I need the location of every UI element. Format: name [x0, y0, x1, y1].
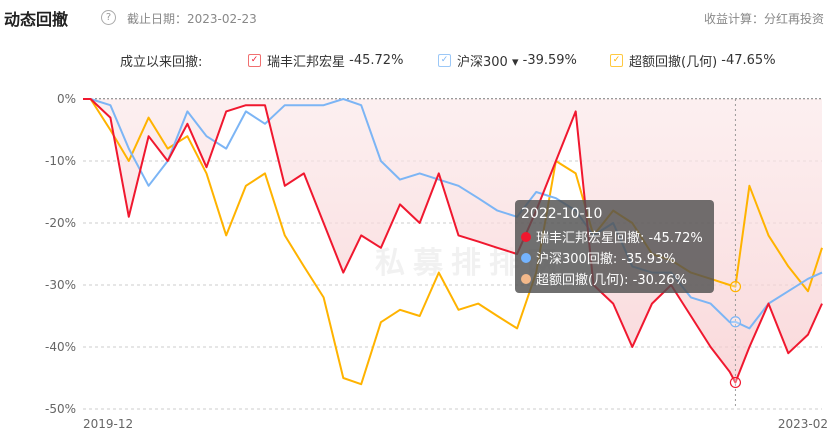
legend-name: 瑞丰汇邦宏星	[267, 55, 346, 70]
tooltip: 2022-10-10 瑞丰汇邦宏星回撤: -45.72% 沪深300回撤: -3…	[515, 200, 714, 293]
legend-value: -45.72%	[349, 53, 404, 68]
legend: 成立以来回撤: ✓ 瑞丰汇邦宏星 -45.72% ✓ 沪深300 ▾ -39.5…	[0, 51, 830, 70]
y-tick-label: -10%	[45, 154, 76, 168]
help-icon[interactable]: ?	[101, 10, 116, 25]
tooltip-row: 超额回撤(几何): -30.26%	[521, 268, 714, 289]
tooltip-row: 沪深300回撤: -35.93%	[521, 247, 714, 268]
tooltip-date: 2022-10-10	[521, 206, 603, 222]
area-fill	[83, 99, 822, 383]
dot-icon	[521, 231, 531, 242]
tooltip-text: 瑞丰汇邦宏星回撤: -45.72%	[536, 231, 703, 246]
y-tick-label: -40%	[45, 340, 76, 354]
y-tick-label: 0%	[57, 92, 76, 106]
legend-label: 成立以来回撤:	[120, 55, 203, 70]
cutoff-date: 截止日期：2023-02-23	[127, 12, 257, 26]
x-tick-label: 2019-12	[83, 417, 133, 431]
cursor-point	[729, 281, 742, 293]
dot-icon	[521, 273, 531, 284]
legend-item-fund[interactable]: ✓ 瑞丰汇邦宏星 -45.72%	[248, 51, 403, 70]
legend-name: 超额回撤(几何)	[629, 55, 718, 70]
y-tick-label: -30%	[45, 278, 76, 292]
tooltip-text: 超额回撤(几何): -30.26%	[536, 273, 687, 288]
legend-name[interactable]: 沪深300 ▾	[457, 55, 519, 70]
series-line-2	[83, 98, 823, 386]
x-tick-label: 2023-02	[778, 417, 828, 431]
cursor-point	[729, 376, 742, 389]
y-tick-label: -50%	[45, 402, 76, 416]
page-title: 动态回撤	[4, 10, 69, 29]
y-tick-label: -20%	[45, 216, 76, 230]
calc-method: 收益计算：分红再投资	[703, 12, 824, 26]
checkbox-icon[interactable]: ✓	[438, 54, 451, 67]
series-line-0	[83, 98, 823, 384]
legend-value: -47.65%	[721, 53, 776, 68]
cursor-point	[729, 316, 742, 328]
checkbox-icon[interactable]: ✓	[248, 54, 261, 67]
checkbox-icon[interactable]: ✓	[610, 54, 623, 67]
legend-value: -39.59%	[522, 53, 577, 68]
legend-item-hs300[interactable]: ✓ 沪深300 ▾ -39.59%	[438, 51, 577, 70]
dot-icon	[521, 252, 531, 263]
tooltip-row: 瑞丰汇邦宏星回撤: -45.72%	[521, 226, 714, 247]
legend-item-excess[interactable]: ✓ 超额回撤(几何) -47.65%	[610, 51, 776, 70]
tooltip-text: 沪深300回撤: -35.93%	[536, 252, 676, 267]
series-line-1	[83, 98, 823, 330]
